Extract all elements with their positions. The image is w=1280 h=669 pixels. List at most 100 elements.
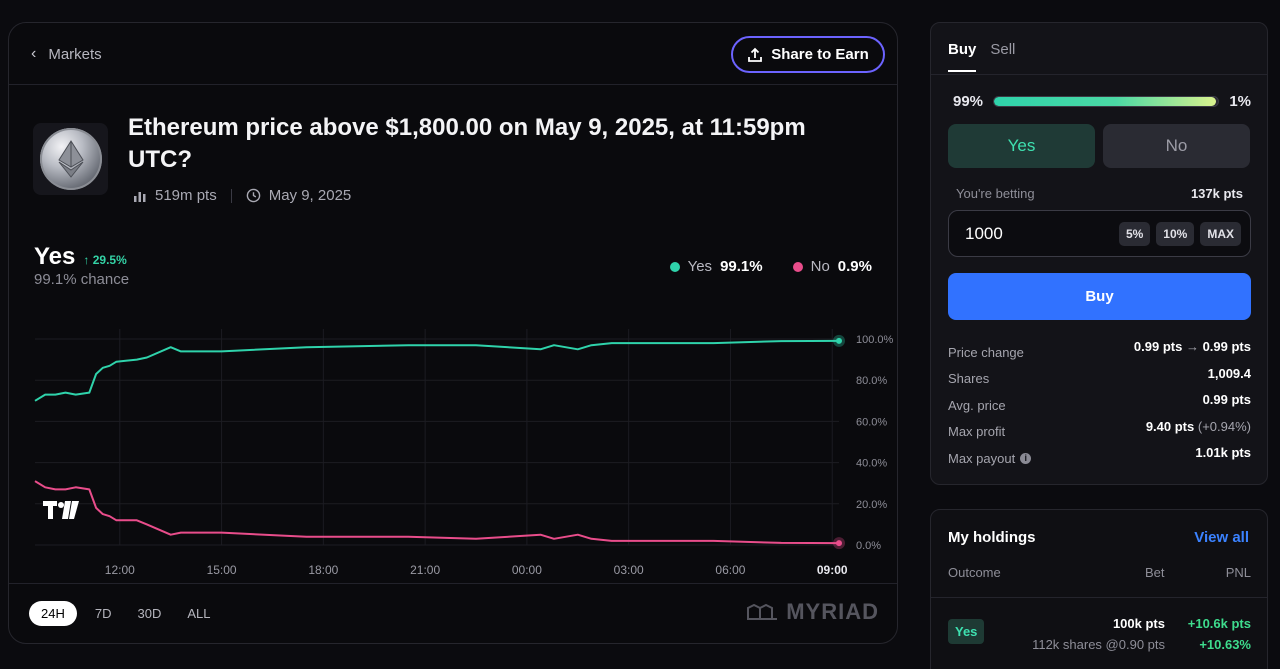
tab-buy[interactable]: Buy <box>948 41 977 72</box>
legend-no-label: No <box>810 258 830 275</box>
upload-icon <box>748 47 763 62</box>
holding-row[interactable]: Yes 100k pts 112k shares @0.90 pts +10.6… <box>948 616 1251 656</box>
max-profit-value: 9.40 pts <box>1145 418 1195 434</box>
clock-icon <box>246 188 260 203</box>
holdings-title: My holdings <box>948 529 1036 546</box>
trade-divider <box>931 74 1267 75</box>
stat-price-change: Price change 0.99 pts → 0.99 pts <box>948 339 1251 366</box>
holdings-columns: Outcome Bet PNL <box>948 565 1251 580</box>
back-to-markets-link[interactable]: ‹ Markets <box>31 45 102 63</box>
market-image <box>33 123 108 195</box>
ethereum-coin-icon <box>39 128 102 190</box>
stat-shares: Shares 1,009.4 <box>948 366 1251 393</box>
betting-balance: 137k pts <box>1190 186 1243 201</box>
meta-divider <box>230 188 232 203</box>
x-tick-label: 21:00 <box>410 563 440 577</box>
range-tab-all[interactable]: ALL <box>187 606 211 621</box>
share-label: Share to Earn <box>771 46 869 63</box>
stat-avg-price: Avg. price 0.99 pts <box>948 392 1251 419</box>
volume-value: 519m pts <box>155 187 217 204</box>
stat-label: Price change <box>948 344 1024 360</box>
probability-row: 99% 1% <box>953 93 1251 110</box>
stat-max-payout: Max payout i 1.01k pts <box>948 445 1251 472</box>
betting-label: You're betting <box>956 186 1035 201</box>
legend-yes-label: Yes <box>687 258 713 275</box>
no-probability: 1% <box>1229 93 1251 110</box>
pnl-percent: +10.63% <box>1199 637 1251 652</box>
bet-shares: 112k shares @0.90 pts <box>1032 637 1165 652</box>
series-line-yes <box>34 339 840 402</box>
range-tab-7d[interactable]: 7D <box>94 606 112 621</box>
share-to-earn-button[interactable]: Share to Earn <box>731 36 885 73</box>
max-button[interactable]: MAX <box>1200 221 1241 246</box>
myriad-logo-icon <box>747 604 778 620</box>
back-label: Markets <box>48 45 102 63</box>
outcome-buttons: Yes No <box>948 124 1250 168</box>
change-indicator: ↑ 29.5% <box>83 253 127 267</box>
series-endpoint-yes <box>836 337 842 344</box>
x-tick-label: 00:00 <box>512 563 542 577</box>
info-icon[interactable]: i <box>1020 452 1032 464</box>
stat-label-wrap: Max payout i <box>948 445 1032 472</box>
yes-probability: 99% <box>953 93 984 110</box>
range-tabs: 24H 7D 30D ALL <box>29 601 218 626</box>
yes-button[interactable]: Yes <box>948 124 1095 168</box>
bet-amount: 100k pts <box>1112 616 1165 631</box>
y-tick-label: 20.0% <box>856 499 887 511</box>
max-profit-percent: (+0.94%) <box>1197 418 1251 434</box>
buy-button[interactable]: Buy <box>948 273 1251 320</box>
arrow-right-icon: → <box>1185 339 1203 354</box>
x-tick-label: 15:00 <box>207 563 237 577</box>
trade-stats: Price change 0.99 pts → 0.99 pts Shares … <box>948 339 1251 472</box>
legend-no: No 0.9% <box>792 258 872 275</box>
range-tab-24h[interactable]: 24H <box>29 601 77 626</box>
stat-max-profit: Max profit 9.40 pts (+0.94%) <box>948 419 1251 446</box>
view-all-link[interactable]: View all <box>1194 529 1249 546</box>
x-tick-label: 03:00 <box>614 563 644 577</box>
stat-label: Shares <box>948 371 990 387</box>
ten-percent-button[interactable]: 10% <box>1156 221 1195 246</box>
stat-label: Max payout <box>948 450 1016 466</box>
volume: 519m pts <box>133 187 217 204</box>
card-header: ‹ Markets Share to Earn <box>9 23 897 85</box>
series-line-no <box>34 480 840 545</box>
y-tick-label: 60.0% <box>856 416 887 428</box>
y-tick-label: 80.0% <box>856 375 887 387</box>
stat-label: Avg. price <box>948 397 1006 413</box>
x-tick-label: 09:00 <box>817 563 848 577</box>
chart-legend: Yes 99.1% No 0.9% <box>669 258 872 275</box>
no-button[interactable]: No <box>1103 124 1250 168</box>
stat-value: 1,009.4 <box>1207 365 1251 381</box>
stat-value: 0.99 pts → 0.99 pts <box>1134 339 1251 366</box>
bar-chart-icon <box>134 191 146 202</box>
stat-value: 0.99 pts <box>1202 392 1251 407</box>
stat-label: Max profit <box>948 424 1006 440</box>
holding-bet: 100k pts 112k shares @0.90 pts <box>1032 616 1165 652</box>
holdings-panel: My holdings View all Outcome Bet PNL Yes… <box>930 509 1268 669</box>
price-from: 0.99 pts <box>1133 339 1183 354</box>
legend-no-value: 0.9% <box>837 258 872 275</box>
five-percent-button[interactable]: 5% <box>1118 221 1151 246</box>
amount-input[interactable]: 1000 5% 10% MAX <box>948 210 1251 257</box>
probability-bar <box>993 96 1220 107</box>
price-chart[interactable]: 12:00 15:00 18:00 21:00 00:00 03:00 06:00 09:00… <box>27 301 897 586</box>
change-value: 29.5% <box>92 253 127 267</box>
stat-value: 1.01k pts <box>1195 445 1251 460</box>
x-tick-label: 12:00 <box>105 563 135 577</box>
brand-name: MYRIAD <box>786 599 879 624</box>
legend-yes: Yes 99.1% <box>669 258 763 275</box>
chance-text: 99.1% chance <box>34 271 130 288</box>
chart-footer: 24H 7D 30D ALL MYRIAD <box>9 583 897 643</box>
holding-pnl: +10.6k pts +10.63% <box>1188 616 1251 652</box>
column-bet: Bet <box>1145 565 1165 580</box>
probability-bar-fill <box>994 97 1217 106</box>
chevron-left-icon: ‹ <box>31 45 37 62</box>
tab-sell[interactable]: Sell <box>990 41 1016 58</box>
range-tab-30d[interactable]: 30D <box>137 606 162 621</box>
y-tick-label: 100.0% <box>856 334 894 346</box>
tradingview-logo[interactable] <box>43 501 79 524</box>
column-outcome: Outcome <box>948 565 1001 580</box>
y-tick-label: 40.0% <box>856 458 887 470</box>
holdings-divider <box>931 597 1267 598</box>
amount-value[interactable]: 1000 <box>965 223 1003 243</box>
